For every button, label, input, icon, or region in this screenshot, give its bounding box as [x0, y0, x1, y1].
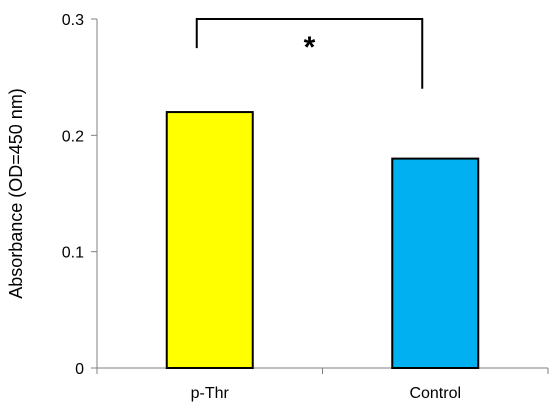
bar — [391, 157, 480, 369]
significance-asterisk: * — [304, 31, 316, 64]
y-tick-label: 0.2 — [62, 128, 84, 145]
y-tick-label: 0 — [75, 361, 84, 378]
x-tick-label: Control — [409, 385, 461, 402]
bar — [165, 111, 254, 369]
y-tick-label: 0.1 — [62, 245, 84, 262]
y-tick-label: 0.3 — [62, 12, 84, 29]
significance-bracket — [195, 18, 424, 89]
y-axis-title: Absorbance (OD=450 nm) — [6, 88, 26, 299]
x-tick-label: p-Thr — [191, 385, 230, 402]
plot-area: 0 0.1 0.2 0.3 p-Thr Control * — [62, 12, 549, 402]
